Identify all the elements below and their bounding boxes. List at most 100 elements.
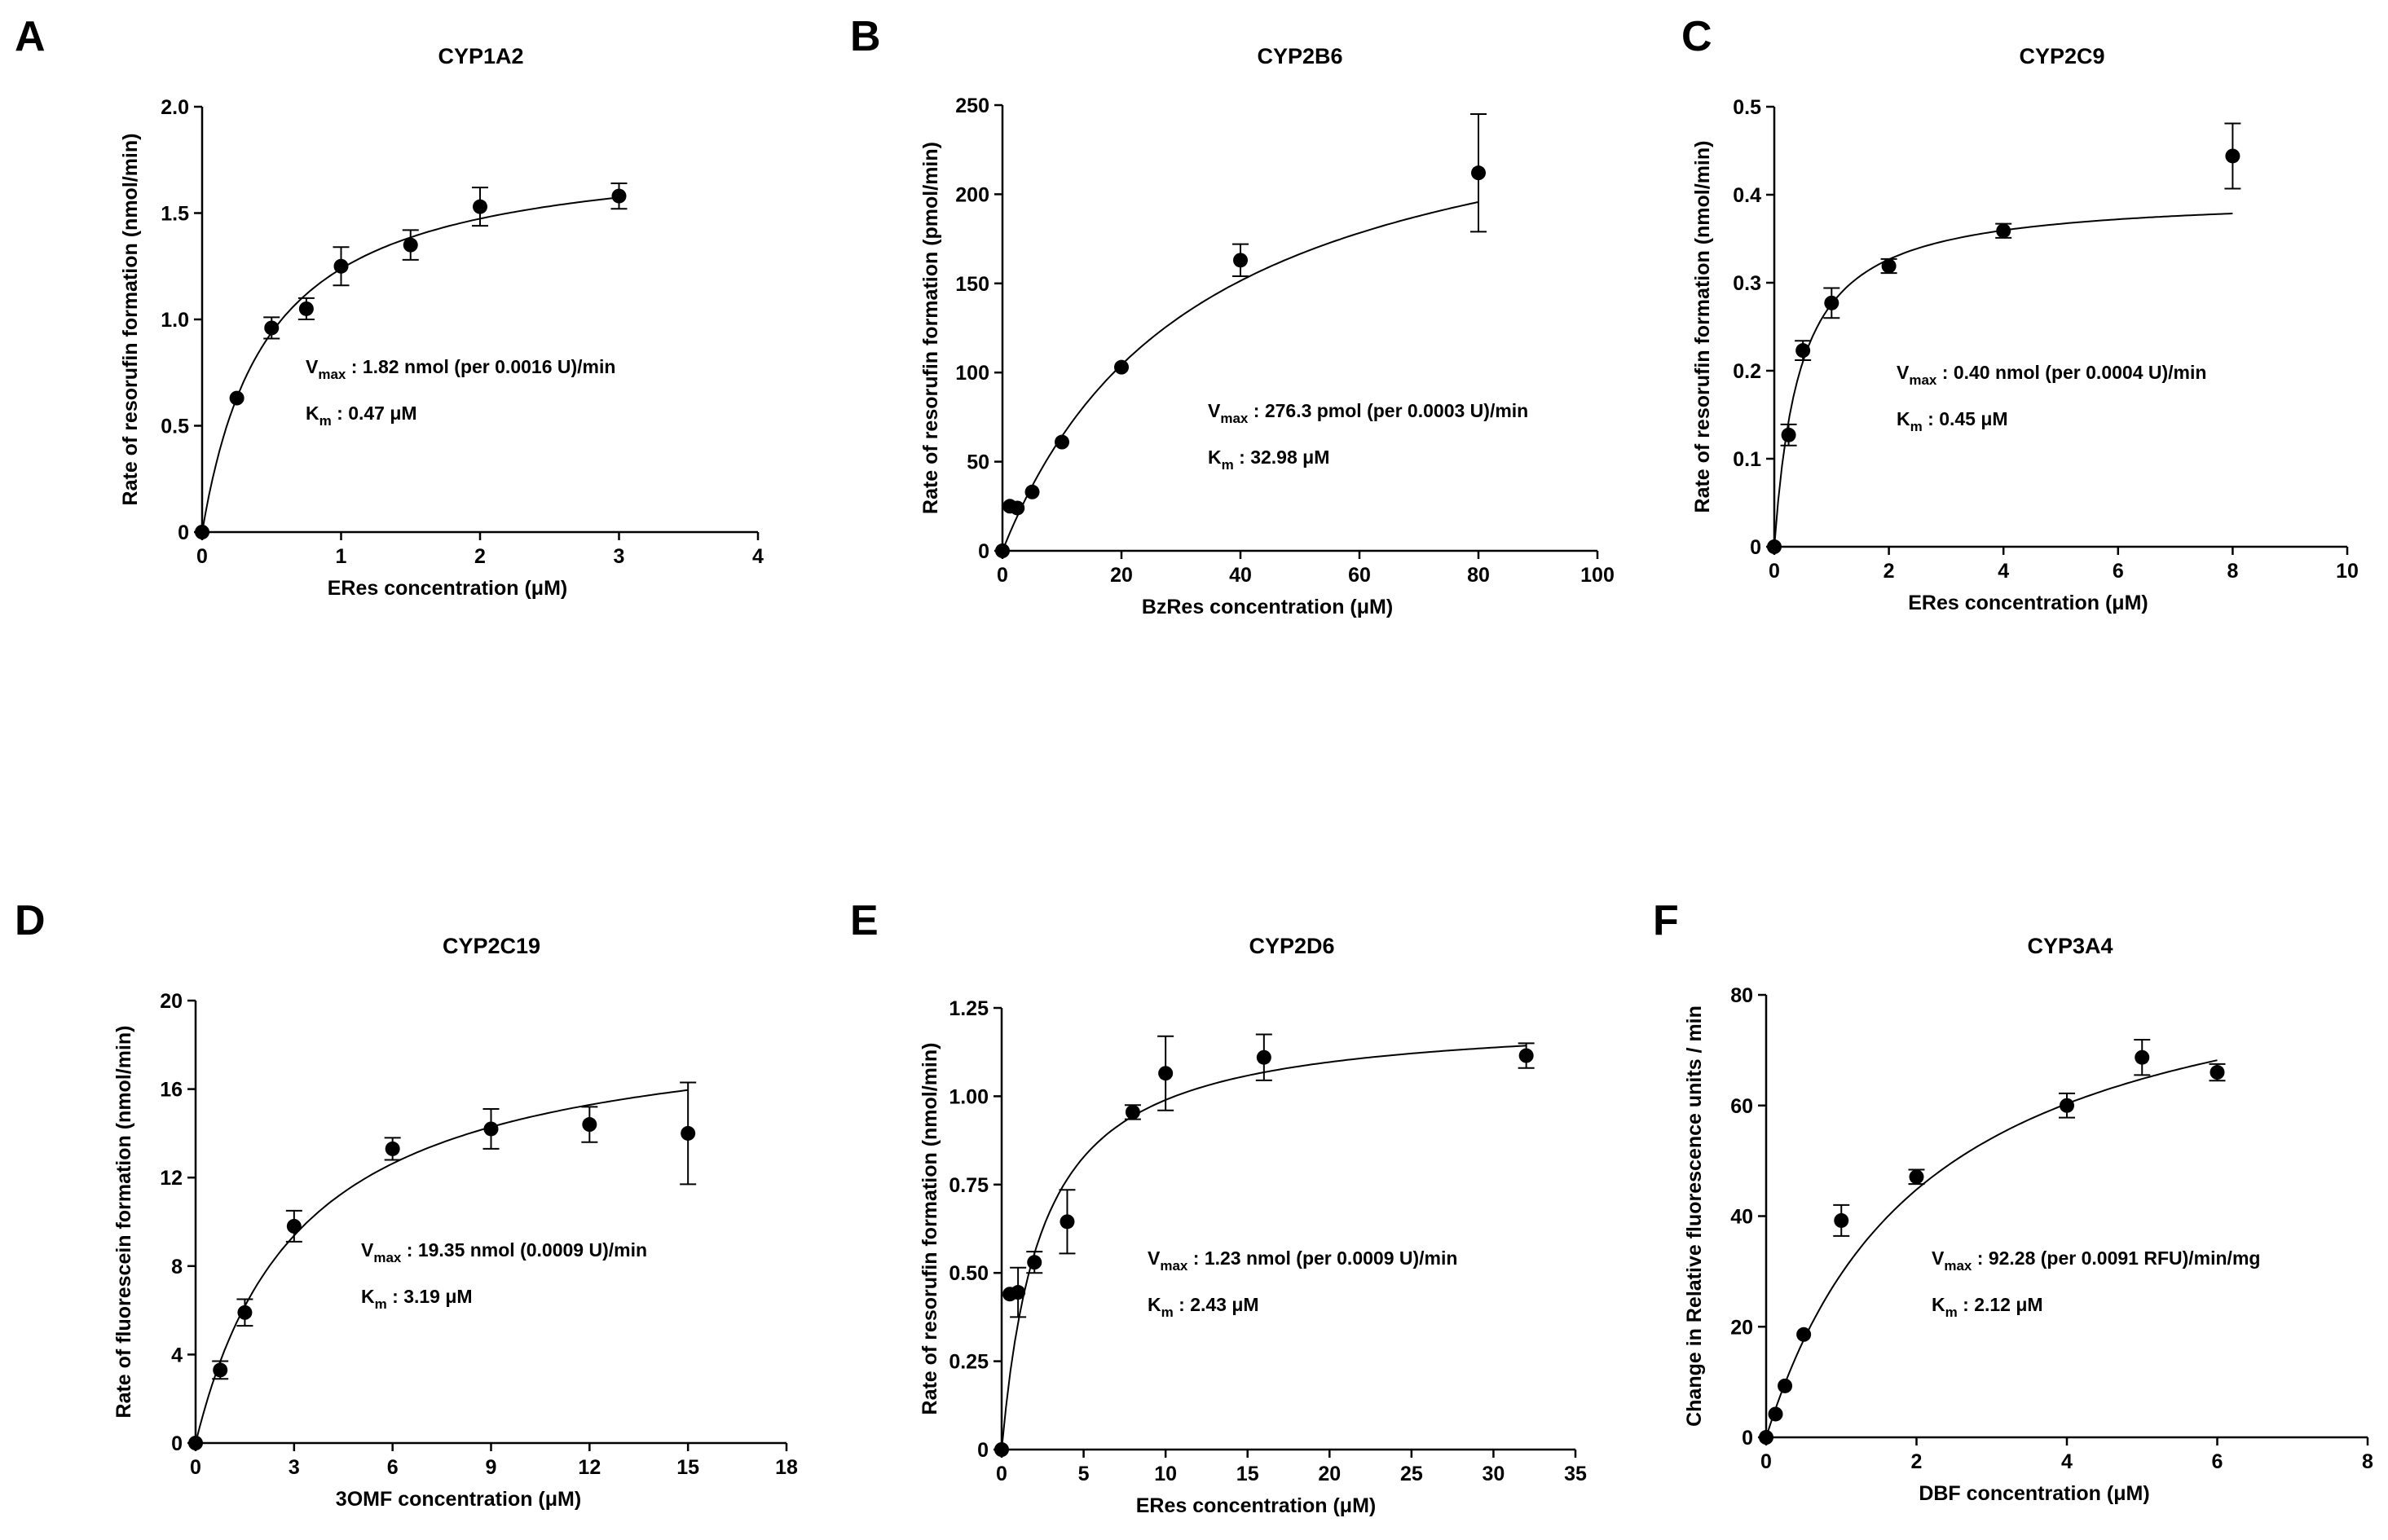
data-point: [403, 237, 418, 253]
data-point: [1158, 1066, 1174, 1081]
panel-letter: D: [15, 897, 46, 944]
x-tick-label: 20: [1110, 564, 1133, 587]
y-tick-label: 0: [1750, 536, 1761, 559]
x-tick-label: 5: [1078, 1463, 1090, 1485]
data-point: [681, 1125, 696, 1141]
chart-panel-a: A CYP1A2 0 1 2 3 4 0 0.5 1.0 1.5 2.0 ERes concentrat…: [15, 13, 764, 600]
y-tick-label: 80: [1730, 984, 1753, 1007]
km-annotation: Km : 0.47 μM: [306, 403, 417, 429]
data-point: [2060, 1098, 2074, 1113]
y-tick-label: 1.00: [949, 1085, 989, 1108]
data-point: [1778, 1378, 1793, 1393]
data-point: [2135, 1049, 2150, 1065]
x-tick-label: 25: [1400, 1463, 1423, 1485]
x-tick-label: 6: [2113, 560, 2124, 583]
x-tick-label: 4: [752, 545, 764, 568]
km-annotation: Km : 2.12 μM: [1932, 1294, 2043, 1320]
data-point: [298, 301, 314, 316]
y-tick-label: 4: [171, 1344, 183, 1366]
y-tick-label: 200: [955, 183, 989, 206]
x-tick-label: 10: [2336, 560, 2359, 583]
km-annotation: Km : 32.98 μM: [1208, 447, 1329, 473]
x-tick-label: 0: [996, 1463, 1007, 1485]
data-point: [1795, 343, 1811, 359]
data-point: [1027, 1255, 1042, 1270]
data-point: [264, 320, 280, 336]
y-axis-label: Change in Relative fluorescence units / …: [1683, 1005, 1706, 1427]
y-tick-label: 20: [1730, 1316, 1753, 1339]
x-axis-label: ERes concentration (μM): [1136, 1494, 1377, 1517]
data-point: [1471, 165, 1486, 181]
x-tick-label: 0: [1769, 560, 1780, 583]
y-tick-label: 0: [977, 1439, 989, 1462]
x-tick-label: 3: [614, 545, 625, 568]
y-tick-label: 0.3: [1733, 272, 1761, 295]
vmax-annotation: Vmax : 92.28 (per 0.0091 RFU)/min/mg: [1932, 1247, 2260, 1274]
chart-title: CYP2C19: [443, 934, 540, 958]
x-tick-label: 2: [474, 545, 486, 568]
data-point: [195, 525, 209, 539]
x-tick-label: 0: [997, 564, 1008, 587]
x-tick-label: 60: [1348, 564, 1371, 587]
x-tick-label: 6: [387, 1456, 399, 1479]
y-tick-label: 40: [1730, 1206, 1753, 1229]
y-tick-label: 8: [171, 1256, 183, 1278]
x-axis-label: 3OMF concentration (μM): [336, 1488, 581, 1511]
y-tick-label: 0.50: [949, 1262, 989, 1285]
y-tick-label: 1.5: [161, 203, 189, 226]
chart-title: CYP2D6: [1249, 934, 1334, 958]
y-tick-label: 1.25: [949, 997, 989, 1020]
x-tick-label: 0: [196, 545, 208, 568]
data-point: [1055, 434, 1069, 450]
y-tick-label: 0.25: [949, 1351, 989, 1374]
fit-curve: [1002, 200, 1479, 552]
chart-title: CYP2C9: [2019, 44, 2104, 68]
x-tick-label: 3: [289, 1456, 300, 1479]
data-point: [1996, 223, 2011, 239]
x-tick-label: 2: [1911, 1450, 1923, 1473]
vmax-annotation: Vmax : 1.82 nmol (per 0.0016 U)/min: [306, 356, 615, 382]
y-tick-label: 20: [160, 990, 183, 1013]
y-tick-label: 12: [160, 1167, 183, 1190]
data-point: [1518, 1048, 1534, 1063]
data-point: [1011, 1285, 1026, 1300]
x-axis-label: DBF concentration (μM): [1919, 1482, 2149, 1505]
data-point: [582, 1117, 597, 1133]
panel-letter: A: [15, 13, 46, 60]
panel-letter: F: [1653, 897, 1679, 944]
data-point: [995, 543, 1010, 558]
km-annotation: Km : 3.19 μM: [361, 1286, 473, 1312]
x-tick-label: 4: [2061, 1450, 2073, 1473]
vmax-annotation: Vmax : 19.35 nmol (0.0009 U)/min: [361, 1239, 647, 1265]
data-point: [1233, 253, 1248, 268]
data-point: [1114, 359, 1129, 375]
y-tick-label: 0: [178, 521, 189, 544]
x-axis-label: ERes concentration (μM): [1908, 592, 2148, 614]
vmax-annotation: Vmax : 276.3 pmol (per 0.0003 U)/min: [1208, 400, 1528, 426]
data-point: [611, 188, 627, 204]
x-tick-label: 80: [1467, 564, 1490, 587]
data-point: [1796, 1327, 1812, 1342]
y-tick-label: 2.0: [161, 96, 189, 119]
x-tick-label: 0: [1760, 1450, 1772, 1473]
data-point: [188, 1436, 203, 1450]
x-tick-label: 12: [578, 1456, 601, 1479]
x-tick-label: 1: [336, 545, 347, 568]
data-point: [237, 1305, 253, 1320]
y-tick-label: 150: [955, 273, 989, 296]
y-tick-label: 50: [967, 451, 989, 474]
x-tick-label: 35: [1564, 1463, 1587, 1485]
chart-title: CYP2B6: [1257, 44, 1342, 68]
data-point: [1010, 500, 1025, 516]
data-point: [1909, 1169, 1924, 1185]
data-point: [2210, 1065, 2225, 1080]
chart-title: CYP1A2: [438, 44, 523, 68]
y-axis-label: Rate of resorufin formation (nmol/min): [1691, 141, 1714, 513]
fit-curve: [195, 1089, 689, 1444]
y-tick-label: 0.1: [1733, 448, 1761, 471]
y-tick-label: 1.0: [161, 309, 189, 332]
y-tick-label: 0: [1742, 1427, 1753, 1450]
x-tick-label: 0: [190, 1456, 201, 1479]
